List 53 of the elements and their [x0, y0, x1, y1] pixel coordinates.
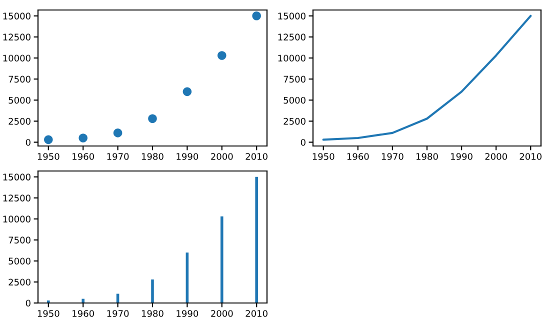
y-tick-label: 5000: [8, 96, 30, 104]
x-tick-label: 1990: [176, 310, 198, 317]
point: [113, 128, 122, 138]
y-tick-label: 5000: [8, 258, 30, 265]
x-tick-label: 1990: [176, 153, 198, 160]
x-tick-label: 1970: [107, 153, 129, 160]
x-tick-label: 2000: [211, 310, 233, 317]
point: [148, 114, 157, 124]
x-tick-label: 1970: [382, 153, 404, 160]
x-tick-label: 1950: [312, 153, 334, 160]
y-tick-label: 12500: [3, 194, 30, 202]
y-tick-label: 5000: [284, 96, 306, 104]
y-tick-label: 0: [26, 138, 30, 146]
y-tick-label: 0: [26, 300, 30, 307]
y-tick-label: 2500: [284, 118, 306, 125]
point: [252, 12, 261, 20]
x-tick-label: 2010: [246, 310, 268, 317]
x-tick-label: 2010: [520, 153, 542, 160]
y-tick-label: 15000: [3, 12, 30, 20]
x-tick-label: 2010: [246, 153, 268, 160]
bar: [151, 279, 154, 303]
x-tick-label: 1980: [416, 153, 438, 160]
y-tick-label: 15000: [278, 12, 306, 20]
x-tick-label: 1950: [38, 153, 60, 160]
point: [44, 135, 53, 144]
y-tick-label: 15000: [3, 174, 30, 180]
point: [218, 51, 226, 60]
y-tick-label: 10000: [3, 216, 30, 222]
bar: [255, 176, 258, 303]
x-tick-label: 1950: [38, 310, 60, 317]
y-tick-label: 7500: [8, 76, 30, 83]
y-tick-label: 2500: [8, 278, 30, 286]
x-tick-label: 1970: [107, 310, 129, 317]
y-tick-label: 12500: [278, 34, 306, 41]
y-tick-label: 0: [300, 138, 306, 146]
line-series: [322, 14, 532, 141]
y-tick-label: 10000: [278, 54, 306, 62]
point: [182, 87, 192, 96]
x-tick-label: 1980: [142, 310, 164, 317]
x-tick-label: 1960: [72, 153, 94, 160]
x-tick-label: 2000: [485, 153, 507, 160]
x-tick-label: 1980: [142, 153, 164, 160]
y-tick-label: 12500: [3, 34, 30, 41]
x-tick-label: 1960: [347, 153, 369, 160]
bar: [220, 216, 224, 303]
x-tick-label: 1960: [72, 310, 94, 317]
x-tick-label: 2000: [211, 153, 233, 160]
y-tick-label: 7500: [284, 76, 306, 83]
y-tick-label: 7500: [8, 236, 30, 244]
y-tick-label: 2500: [8, 118, 30, 125]
point: [78, 134, 88, 142]
y-tick-label: 10000: [3, 54, 30, 62]
x-tick-label: 1990: [451, 153, 472, 160]
